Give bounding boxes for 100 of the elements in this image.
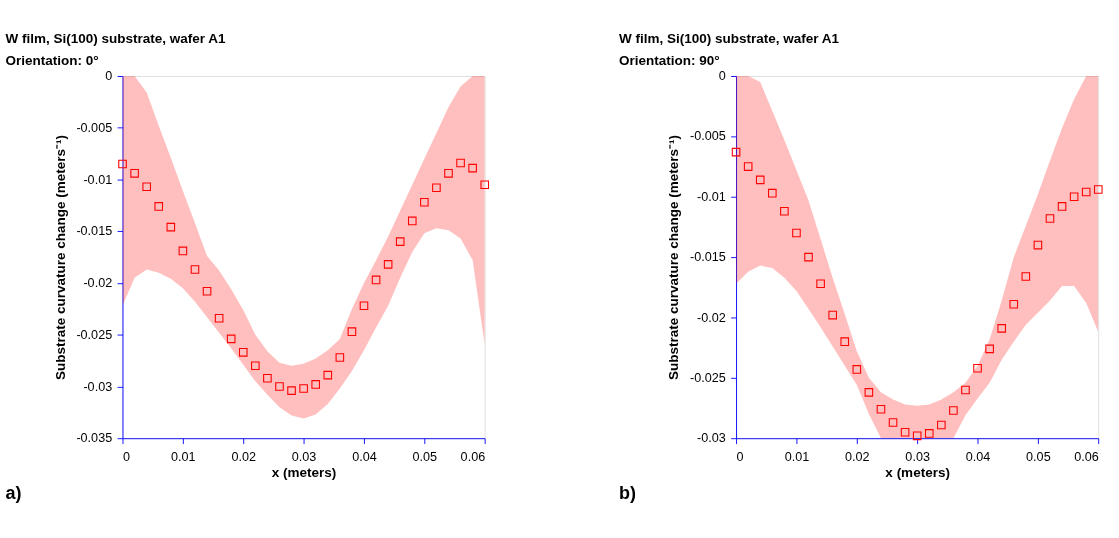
y-tick-label: -0.015 bbox=[689, 250, 726, 265]
y-tick-label: -0.03 bbox=[83, 379, 113, 394]
x-tick-label: 0 bbox=[122, 450, 130, 465]
x-tick-label: 0.05 bbox=[412, 450, 438, 465]
x-tick-label: 0.02 bbox=[231, 450, 256, 465]
point bbox=[432, 183, 441, 193]
point bbox=[142, 182, 151, 192]
point bbox=[323, 370, 333, 380]
point bbox=[287, 386, 296, 395]
text: a) bbox=[5, 483, 22, 504]
point bbox=[238, 348, 248, 357]
point bbox=[383, 260, 393, 269]
x-tick-label: 0.04 bbox=[965, 450, 991, 465]
chart-subtitle: Orientation: 90° bbox=[618, 53, 720, 69]
point bbox=[912, 431, 922, 441]
point bbox=[1009, 299, 1019, 309]
x-tick-label: 0.06 bbox=[1074, 450, 1099, 465]
point bbox=[371, 275, 381, 285]
point bbox=[792, 228, 801, 238]
point bbox=[190, 265, 200, 274]
y-tick-label: -0.02 bbox=[696, 310, 726, 325]
x-axis-title: x (meters) bbox=[271, 464, 337, 480]
point bbox=[226, 334, 236, 344]
point bbox=[888, 418, 898, 427]
x-tick-label: 0.05 bbox=[1026, 450, 1051, 465]
point bbox=[997, 324, 1006, 333]
point bbox=[731, 147, 741, 157]
x-tick-label: 0.02 bbox=[845, 450, 870, 465]
y-tick-label: 0 bbox=[718, 69, 726, 84]
point bbox=[1057, 202, 1067, 211]
point bbox=[118, 159, 127, 169]
point bbox=[275, 382, 284, 391]
y-tick-label: -0.02 bbox=[83, 276, 113, 291]
text: b) bbox=[618, 483, 636, 504]
y-tick-label: -0.03 bbox=[696, 431, 726, 446]
point bbox=[1033, 240, 1043, 250]
point bbox=[876, 404, 886, 414]
x-tick-label: 0.06 bbox=[460, 450, 486, 465]
point bbox=[828, 310, 837, 320]
y-tick-label: -0.005 bbox=[76, 120, 113, 135]
point bbox=[444, 169, 453, 178]
point bbox=[347, 327, 357, 336]
point bbox=[924, 429, 934, 438]
y-tick-label: -0.025 bbox=[689, 370, 726, 385]
point bbox=[263, 373, 272, 383]
x-tick-label: 0.03 bbox=[291, 450, 317, 465]
x-tick-label: 0 bbox=[736, 450, 744, 465]
point bbox=[1045, 214, 1055, 223]
chart-title: W film, Si(100) substrate, wafer A1 bbox=[5, 30, 226, 46]
y-axis-title: Substrate curvature change (meters⁻¹) bbox=[666, 135, 682, 381]
point bbox=[311, 380, 321, 389]
point bbox=[420, 197, 429, 207]
y-tick-label: 0 bbox=[105, 69, 113, 84]
point bbox=[852, 365, 862, 374]
point bbox=[1081, 187, 1091, 197]
point bbox=[299, 384, 308, 393]
point bbox=[335, 353, 345, 362]
point bbox=[468, 163, 477, 173]
y-tick-label: -0.01 bbox=[696, 189, 726, 204]
point bbox=[804, 252, 813, 262]
point bbox=[178, 246, 188, 256]
point bbox=[985, 344, 994, 354]
point bbox=[780, 206, 789, 216]
y-axis-title: Substrate curvature change (meters⁻¹) bbox=[52, 135, 68, 381]
y-tick-label: -0.025 bbox=[76, 327, 113, 342]
point bbox=[407, 216, 417, 226]
point bbox=[961, 385, 970, 395]
point bbox=[1093, 185, 1103, 194]
point bbox=[130, 169, 139, 178]
point bbox=[395, 237, 405, 246]
x-tick-label: 0.04 bbox=[352, 450, 377, 465]
point bbox=[768, 188, 777, 198]
point bbox=[840, 337, 850, 346]
point bbox=[937, 420, 946, 430]
point bbox=[456, 158, 465, 168]
point bbox=[755, 175, 765, 185]
point bbox=[949, 406, 958, 415]
point bbox=[743, 162, 753, 171]
point bbox=[359, 301, 369, 311]
y-tick-label: -0.015 bbox=[76, 224, 113, 239]
point bbox=[900, 427, 910, 437]
point bbox=[480, 180, 490, 190]
point bbox=[202, 286, 212, 296]
chart-subtitle: Orientation: 0° bbox=[5, 53, 99, 69]
point bbox=[973, 363, 982, 373]
y-tick-label: -0.005 bbox=[689, 129, 726, 144]
point bbox=[251, 361, 260, 371]
point bbox=[214, 313, 224, 323]
x-tick-label: 0.03 bbox=[905, 450, 930, 465]
y-tick-label: -0.01 bbox=[83, 172, 113, 187]
x-tick-label: 0.01 bbox=[171, 450, 196, 465]
point bbox=[166, 222, 176, 232]
x-axis-title: x (meters) bbox=[885, 464, 950, 480]
point bbox=[1021, 272, 1031, 281]
point bbox=[816, 279, 825, 289]
x-tick-label: 0.01 bbox=[784, 450, 810, 465]
point bbox=[864, 388, 874, 397]
y-tick-label: -0.035 bbox=[76, 431, 113, 446]
point bbox=[1069, 192, 1079, 202]
chart-title: W film, Si(100) substrate, wafer A1 bbox=[618, 30, 840, 46]
